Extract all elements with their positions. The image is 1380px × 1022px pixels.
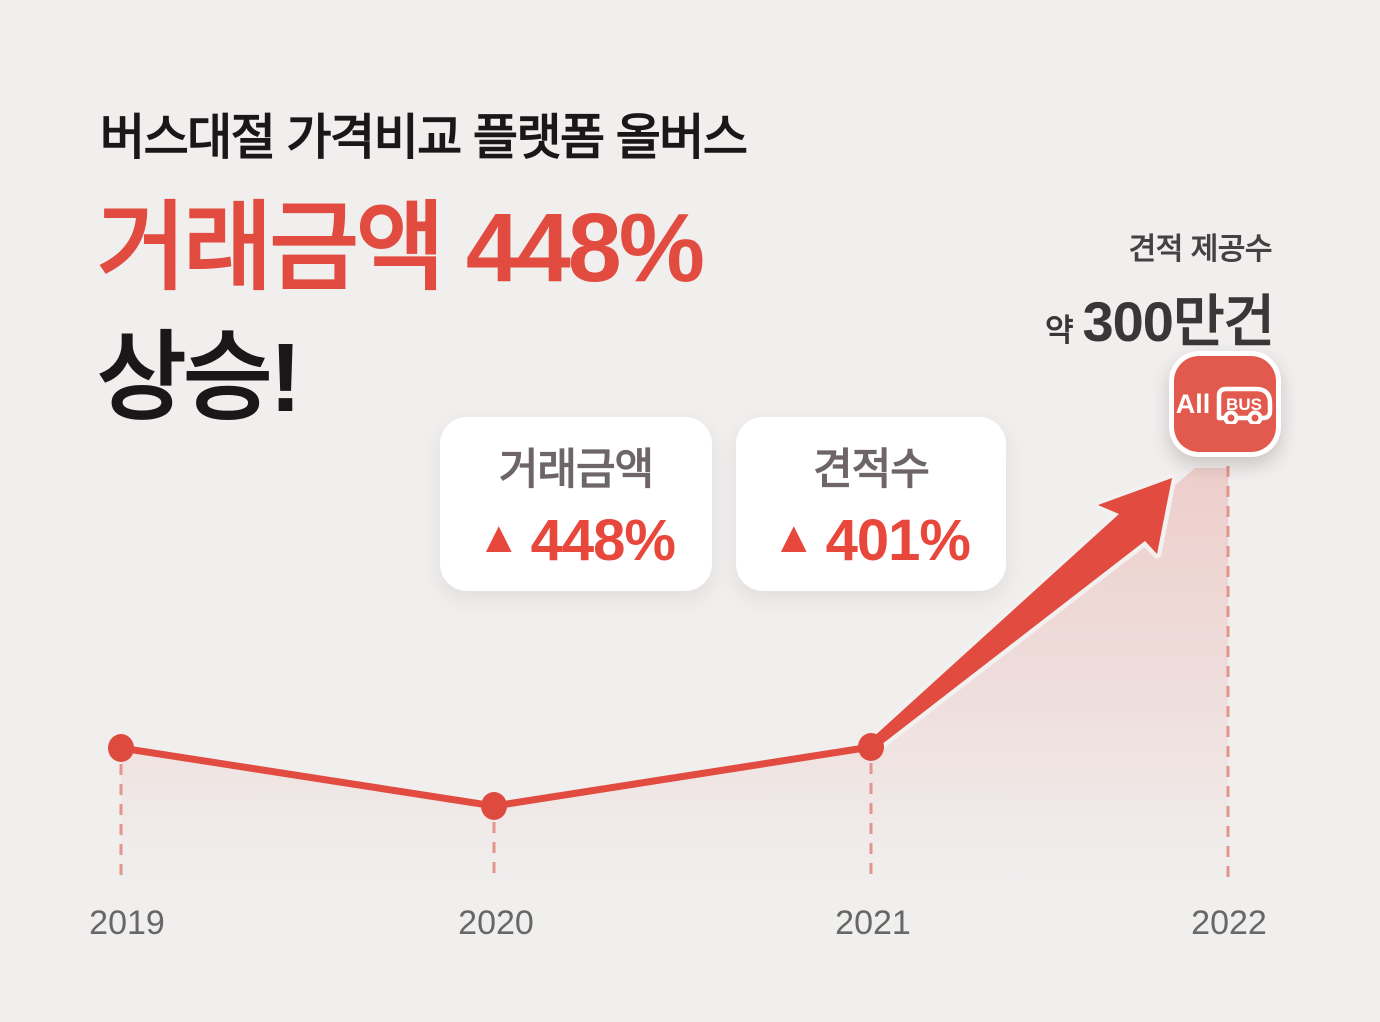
card-value-number: 448% [530,507,676,573]
page-subtitle: 버스대절 가격비교 플랫폼 올버스 [100,111,748,165]
card-value: ▲ 448% [477,507,676,574]
allbus-logo: All BUS [1169,351,1281,457]
growth-arrow [865,473,1177,753]
data-point-2019 [108,734,134,762]
stat-prefix: 약 [1044,313,1074,348]
year-label: 2020 [458,904,534,942]
quote-count-stat: 견적 제공수 약 300만건 [1044,224,1275,358]
logo-all-text: All [1175,388,1211,419]
allbus-logo-inner: All BUS [1174,356,1276,452]
up-triangle-icon: ▲ [772,513,816,562]
year-label: 2019 [89,904,165,942]
headline-tail: 상승! [97,323,302,432]
stat-value: 300만건 [1082,290,1275,353]
logo-bus-text: BUS [1226,395,1262,414]
data-point-2020 [481,792,507,820]
card-label: 견적수 [813,445,930,494]
card-quote-count: 견적수 ▲ 401% [736,417,1006,591]
headline-metric: 거래금액 448% [97,193,705,302]
year-label: 2021 [835,904,911,942]
card-label: 거래금액 [498,445,654,494]
up-triangle-icon: ▲ [477,513,521,562]
chart-fill-area [121,468,1228,886]
stat-label: 견적 제공수 [1128,233,1273,266]
year-label: 2022 [1191,904,1267,942]
card-value-number: 401% [825,507,971,573]
card-value: ▲ 401% [772,507,971,574]
card-transaction-amount: 거래금액 ▲ 448% [440,417,712,591]
stat-value-row: 약 300만건 [1044,277,1275,358]
data-point-2021 [858,733,884,761]
bus-icon: BUS [1217,386,1273,424]
